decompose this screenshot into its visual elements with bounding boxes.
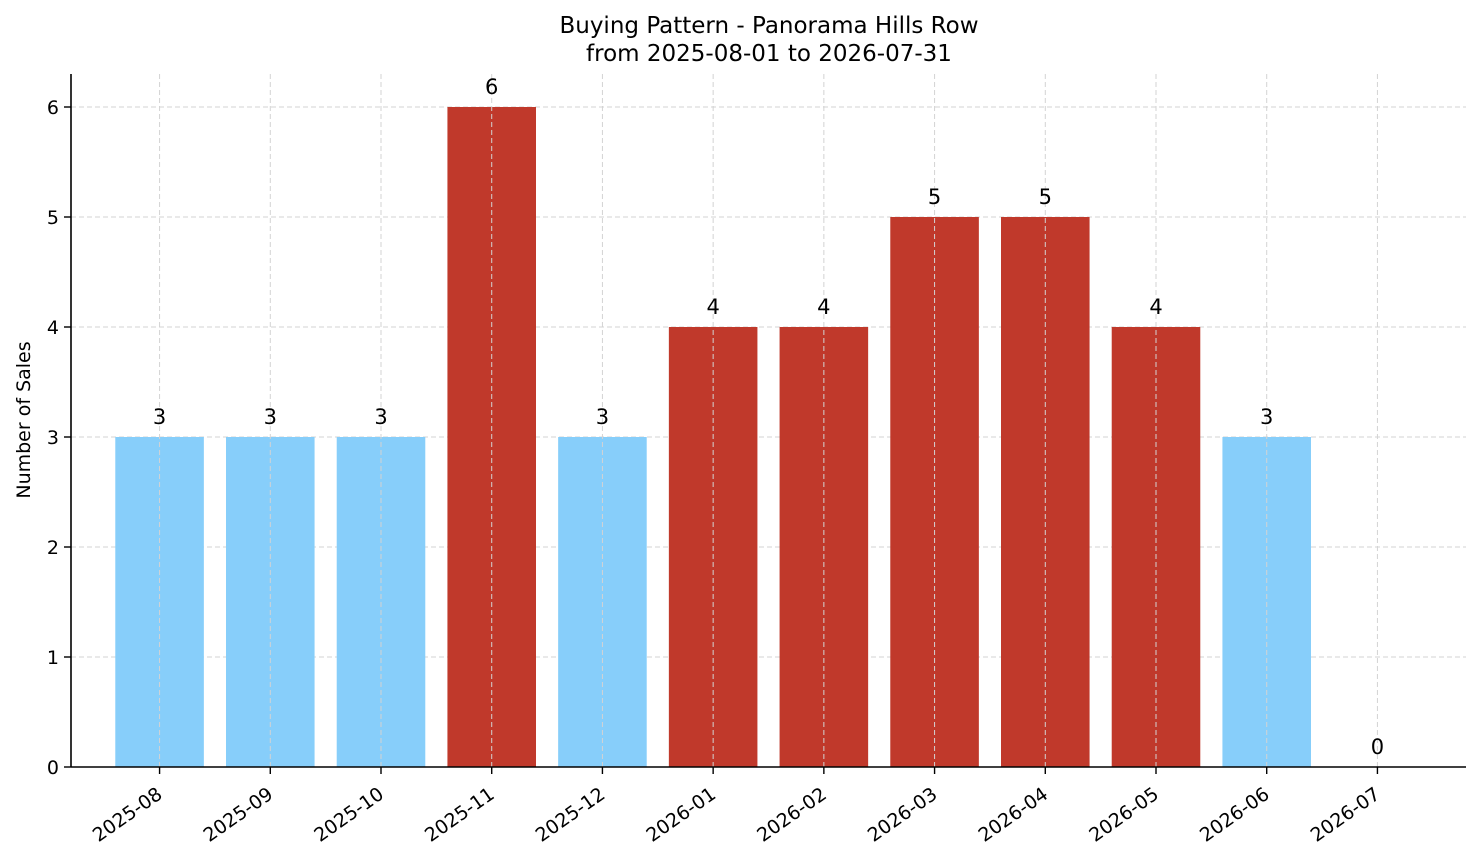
x-tick-label: 2026-04 <box>975 783 1053 847</box>
data-label-2026-07: 0 <box>1371 735 1384 759</box>
y-tick-label: 0 <box>47 757 59 779</box>
y-tick-label: 4 <box>47 317 59 339</box>
data-label-2026-04: 5 <box>1039 185 1052 209</box>
data-label-2026-05: 4 <box>1149 295 1162 319</box>
x-tick-label: 2026-03 <box>864 783 942 847</box>
data-label-2026-02: 4 <box>817 295 830 319</box>
x-tick-label: 2025-11 <box>421 783 499 847</box>
data-label-2026-01: 4 <box>706 295 719 319</box>
y-tick-label: 1 <box>47 647 59 669</box>
x-tick-label: 2026-02 <box>753 783 831 847</box>
x-tick-label: 2025-08 <box>89 783 167 847</box>
y-tick-label: 2 <box>47 537 59 559</box>
x-tick-label: 2025-12 <box>532 783 610 847</box>
axes <box>70 74 1466 768</box>
x-tick-label: 2026-01 <box>642 783 720 847</box>
y-axis-label: Number of Sales <box>13 341 35 498</box>
x-tick-label: 2025-10 <box>310 783 388 847</box>
data-label-2025-10: 3 <box>374 405 387 429</box>
x-tick-label: 2026-06 <box>1196 783 1274 847</box>
x-tick-label: 2026-05 <box>1085 783 1163 847</box>
y-tick-label: 3 <box>47 427 59 449</box>
data-labels: 3 3 3 6 3 4 4 5 5 4 3 0 <box>153 75 1384 759</box>
y-tick-label: 5 <box>47 207 59 229</box>
x-tick-label: 2025-09 <box>200 783 278 847</box>
data-label-2025-12: 3 <box>596 405 609 429</box>
data-label-2025-11: 6 <box>485 75 498 99</box>
y-tick-label: 6 <box>47 97 59 119</box>
data-label-2026-03: 5 <box>928 185 941 209</box>
chart-title: Buying Pattern - Panorama Hills Row <box>559 13 978 39</box>
data-label-2025-09: 3 <box>264 405 277 429</box>
x-tick-label: 2026-07 <box>1307 783 1385 847</box>
data-label-2026-06: 3 <box>1260 405 1273 429</box>
chart-subtitle: from 2025-08-01 to 2026-07-31 <box>586 41 952 67</box>
data-label-2025-08: 3 <box>153 405 166 429</box>
